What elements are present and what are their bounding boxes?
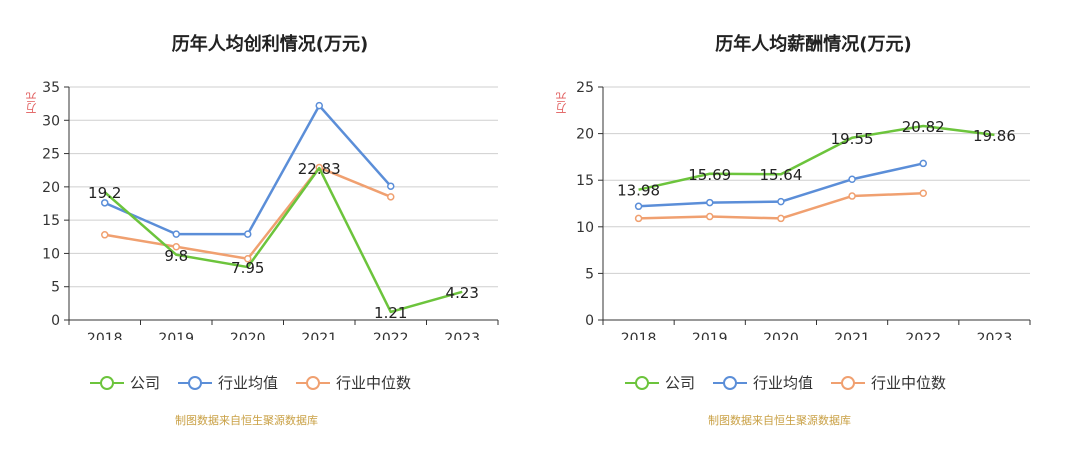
data-source-note: 制图数据来自恒生聚源数据库 bbox=[175, 414, 318, 427]
y-tick-label: 10 bbox=[42, 246, 60, 262]
chart-title: 历年人均薪酬情况(万元) bbox=[715, 34, 912, 55]
data-point-industry_median bbox=[777, 214, 785, 223]
legend-label: 行业均值 bbox=[218, 374, 279, 392]
data-point-industry_avg bbox=[172, 230, 180, 238]
data-label-company: 1.21 bbox=[374, 304, 407, 322]
series-line-company bbox=[103, 166, 463, 314]
data-point-industry_avg bbox=[387, 182, 395, 190]
x-tick-label: 2021 bbox=[834, 331, 870, 340]
y-tick-label: 15 bbox=[42, 213, 60, 229]
chart-panel-salary: 历年人均薪酬情况(万元) 万元 0 5 10 15 20 25 2018 2019 2020 20… bbox=[540, 0, 1087, 467]
legend-item-industry-avg[interactable]: 行业均值 bbox=[178, 372, 278, 393]
data-point-industry_median bbox=[634, 214, 643, 223]
data-point-industry_avg bbox=[706, 198, 714, 207]
legend: 公司 行业均值 行业中位数 bbox=[90, 372, 429, 393]
x-tick-label: 2019 bbox=[692, 331, 728, 340]
legend-company-marker-icon bbox=[90, 375, 124, 390]
data-point-industry_avg bbox=[244, 230, 252, 238]
data-point-industry_avg bbox=[634, 202, 643, 211]
legend-label: 公司 bbox=[130, 374, 161, 392]
x-tick-label: 2020 bbox=[230, 331, 266, 340]
y-tick-label: 20 bbox=[576, 127, 594, 143]
data-label-company: 9.8 bbox=[164, 247, 188, 265]
legend-company-marker-icon bbox=[625, 375, 659, 390]
y-tick-label: 35 bbox=[42, 80, 60, 96]
series-line-industry_avg bbox=[104, 104, 392, 236]
y-tick-label: 25 bbox=[42, 147, 60, 163]
x-tick-label: 2018 bbox=[87, 331, 123, 340]
data-point-industry_median bbox=[848, 192, 856, 200]
data-point-industry_median bbox=[244, 255, 252, 263]
data-source-note: 制图数据来自恒生聚源数据库 bbox=[708, 414, 851, 427]
y-tick-label: 5 bbox=[51, 280, 60, 296]
legend-industry-avg-marker-icon bbox=[178, 375, 213, 390]
y-tick-label: 5 bbox=[585, 266, 594, 282]
x-tick-label: 2022 bbox=[373, 331, 409, 340]
data-label-company: 19.86 bbox=[973, 127, 1016, 145]
data-point-industry_avg bbox=[315, 101, 323, 110]
line-chart-profit: 0 5 10 15 20 25 30 35 2018 2019 2020 2021 2022 2023 19… bbox=[42, 80, 499, 340]
data-label-company: 15.64 bbox=[759, 166, 802, 184]
x-tick-label: 2023 bbox=[444, 331, 480, 340]
legend-label: 行业中位数 bbox=[336, 374, 412, 392]
x-tick-label: 2019 bbox=[158, 331, 194, 340]
y-tick-label: 15 bbox=[576, 173, 594, 189]
y-tick-label: 0 bbox=[51, 313, 60, 329]
x-tick-label: 2021 bbox=[301, 331, 337, 340]
legend-industry-avg-marker-icon bbox=[713, 375, 748, 390]
data-point-industry_median bbox=[919, 189, 927, 197]
legend-label: 行业均值 bbox=[753, 374, 814, 392]
series-line-industry_median bbox=[638, 191, 924, 220]
y-tick-label: 0 bbox=[585, 313, 594, 329]
data-point-industry_median bbox=[172, 243, 180, 251]
legend-item-industry-avg[interactable]: 行业均值 bbox=[713, 372, 813, 393]
legend-industry-median-marker-icon bbox=[296, 375, 331, 390]
y-tick-label: 30 bbox=[42, 113, 60, 129]
data-label-company: 19.55 bbox=[831, 130, 874, 148]
legend-item-industry-median[interactable]: 行业中位数 bbox=[296, 372, 411, 393]
x-tick-label: 2020 bbox=[763, 331, 799, 340]
y-tick-label: 10 bbox=[576, 220, 594, 236]
y-tick-label: 20 bbox=[42, 180, 60, 196]
data-label-company: 4.23 bbox=[446, 284, 479, 302]
data-point-industry_median bbox=[706, 212, 714, 221]
legend-item-company[interactable]: 公司 bbox=[90, 372, 160, 393]
data-label-company: 22.83 bbox=[298, 160, 341, 178]
x-tick-label: 2022 bbox=[905, 331, 941, 340]
x-tick-label: 2023 bbox=[977, 331, 1013, 340]
legend-industry-median-marker-icon bbox=[831, 375, 866, 390]
series-line-industry_median bbox=[104, 166, 392, 261]
legend-item-company[interactable]: 公司 bbox=[625, 372, 695, 393]
chart-title: 历年人均创利情况(万元) bbox=[171, 34, 369, 55]
chart-panel-profit: 历年人均创利情况(万元) 万元 0 5 10 15 20 25 30 35 2018 2019 20… bbox=[0, 0, 540, 467]
x-tick-label: 2018 bbox=[621, 331, 657, 340]
data-label-company: 20.82 bbox=[902, 118, 945, 136]
y-tick-label: 25 bbox=[576, 80, 594, 96]
data-label-company: 13.98 bbox=[617, 182, 660, 200]
legend-label: 公司 bbox=[665, 374, 696, 392]
data-point-industry_median bbox=[387, 193, 395, 201]
legend-label: 行业中位数 bbox=[871, 374, 947, 392]
data-point-industry_avg bbox=[848, 175, 856, 184]
line-chart-salary: 0 5 10 15 20 25 2018 2019 2020 2021 2022 2023 13.98 1… bbox=[576, 80, 1031, 340]
data-label-company: 19.2 bbox=[88, 184, 121, 202]
data-label-company: 15.69 bbox=[688, 166, 731, 184]
legend-item-industry-median[interactable]: 行业中位数 bbox=[831, 372, 946, 393]
data-point-industry_median bbox=[101, 231, 109, 239]
data-label-company: 7.95 bbox=[231, 259, 264, 277]
series-line-company bbox=[638, 124, 995, 191]
data-point-industry_avg bbox=[777, 197, 785, 206]
data-point-industry_avg bbox=[101, 199, 109, 207]
data-point-industry_avg bbox=[919, 159, 927, 168]
legend: 公司 行业均值 行业中位数 bbox=[625, 372, 964, 393]
